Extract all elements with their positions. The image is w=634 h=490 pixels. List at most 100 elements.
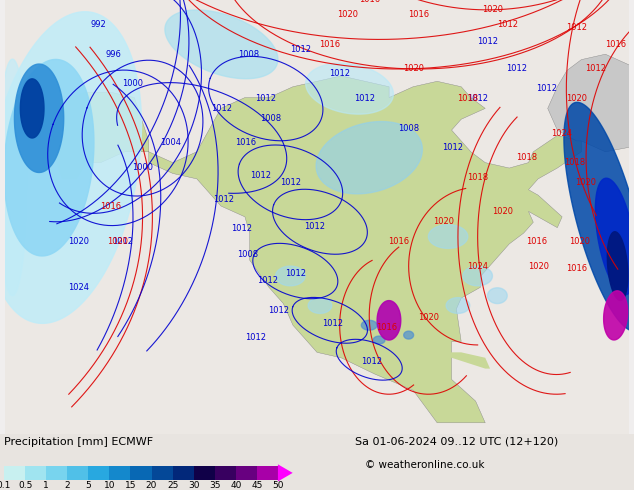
Text: 1012: 1012	[256, 94, 276, 103]
Text: 1004: 1004	[160, 138, 181, 147]
Polygon shape	[4, 59, 94, 256]
Text: 1012: 1012	[329, 70, 350, 78]
Text: 1012: 1012	[536, 84, 557, 93]
Text: 1020: 1020	[569, 237, 590, 246]
Text: 1012: 1012	[250, 171, 271, 180]
Text: 1016: 1016	[320, 40, 340, 49]
Text: 1012: 1012	[268, 306, 289, 315]
Text: 1020: 1020	[566, 94, 586, 103]
Text: 1016: 1016	[359, 0, 380, 4]
Polygon shape	[437, 352, 490, 368]
Text: 1: 1	[43, 481, 49, 490]
Text: 1012: 1012	[257, 276, 278, 285]
Text: 1012: 1012	[213, 195, 234, 203]
Text: 1012: 1012	[280, 178, 301, 187]
Text: 1012: 1012	[354, 94, 375, 103]
Text: 1020: 1020	[432, 217, 454, 226]
Text: 1018: 1018	[467, 173, 488, 182]
Text: 1000: 1000	[122, 79, 143, 88]
Text: 1024: 1024	[467, 262, 488, 270]
Text: 1012: 1012	[211, 104, 232, 113]
Bar	[193, 466, 215, 480]
Text: 35: 35	[209, 481, 221, 490]
Text: 1020: 1020	[576, 178, 597, 187]
Bar	[4, 466, 25, 480]
Polygon shape	[0, 12, 141, 323]
Text: 45: 45	[251, 481, 262, 490]
Polygon shape	[488, 288, 507, 303]
FancyArrow shape	[278, 465, 293, 482]
Polygon shape	[276, 266, 305, 286]
Text: 1016: 1016	[100, 202, 122, 212]
Text: 1012: 1012	[304, 222, 325, 231]
Text: 1020: 1020	[528, 262, 549, 270]
Text: 1012: 1012	[322, 319, 343, 328]
Text: 1012: 1012	[566, 23, 586, 32]
Polygon shape	[316, 122, 422, 194]
Bar	[88, 466, 109, 480]
Text: Precipitation [mm] ECMWF: Precipitation [mm] ECMWF	[4, 437, 153, 447]
Text: 1012: 1012	[585, 65, 606, 74]
Polygon shape	[604, 291, 628, 340]
Text: 1012: 1012	[467, 94, 488, 103]
Text: 1000: 1000	[132, 163, 153, 172]
Text: 992: 992	[90, 20, 106, 29]
Text: 20: 20	[146, 481, 157, 490]
Text: 1012: 1012	[285, 270, 306, 278]
Text: 1020: 1020	[418, 313, 439, 322]
Text: 1012: 1012	[290, 45, 311, 54]
Text: 1020: 1020	[482, 5, 503, 14]
Text: 1008: 1008	[238, 49, 259, 59]
Polygon shape	[595, 178, 634, 295]
Text: 1020: 1020	[107, 237, 129, 246]
Text: 0.5: 0.5	[18, 481, 32, 490]
Text: 30: 30	[188, 481, 199, 490]
Text: 1008: 1008	[260, 114, 281, 123]
Polygon shape	[15, 64, 63, 172]
Polygon shape	[306, 63, 394, 114]
Polygon shape	[446, 297, 470, 314]
Bar	[25, 466, 46, 480]
Text: 996: 996	[105, 49, 121, 59]
Text: 1012: 1012	[443, 144, 463, 152]
Polygon shape	[377, 300, 401, 340]
Text: 1008: 1008	[238, 250, 259, 259]
Polygon shape	[373, 336, 385, 344]
Polygon shape	[361, 320, 377, 330]
Bar	[152, 466, 172, 480]
Text: 1012: 1012	[361, 357, 382, 366]
Polygon shape	[165, 10, 278, 79]
Bar	[236, 466, 257, 480]
Text: 1012: 1012	[477, 37, 498, 46]
Text: 1008: 1008	[398, 123, 419, 133]
Polygon shape	[20, 79, 44, 138]
Text: 40: 40	[230, 481, 242, 490]
Text: 1012: 1012	[496, 20, 518, 29]
Text: 2: 2	[65, 481, 70, 490]
Polygon shape	[38, 76, 581, 423]
Polygon shape	[463, 266, 493, 286]
Bar	[109, 466, 131, 480]
Text: 1016: 1016	[526, 237, 547, 246]
Text: 1016: 1016	[408, 10, 429, 19]
Text: 1016: 1016	[235, 138, 257, 147]
Bar	[46, 466, 67, 480]
Bar	[67, 466, 88, 480]
Text: 1012: 1012	[507, 65, 527, 74]
Text: 15: 15	[125, 481, 136, 490]
Text: 25: 25	[167, 481, 178, 490]
Polygon shape	[564, 102, 634, 331]
Polygon shape	[429, 225, 468, 248]
Text: 1020: 1020	[492, 207, 513, 217]
Bar	[131, 466, 152, 480]
Text: 1024: 1024	[551, 128, 572, 138]
Text: 1024: 1024	[68, 283, 89, 293]
Polygon shape	[308, 297, 332, 314]
Polygon shape	[404, 331, 413, 339]
Text: Sa 01-06-2024 09..12 UTC (12+120): Sa 01-06-2024 09..12 UTC (12+120)	[355, 437, 559, 447]
Polygon shape	[548, 54, 634, 152]
Text: 1020: 1020	[68, 237, 89, 246]
Text: 1018: 1018	[516, 153, 538, 162]
Text: 0.1: 0.1	[0, 481, 11, 490]
Text: 1020: 1020	[337, 10, 358, 19]
